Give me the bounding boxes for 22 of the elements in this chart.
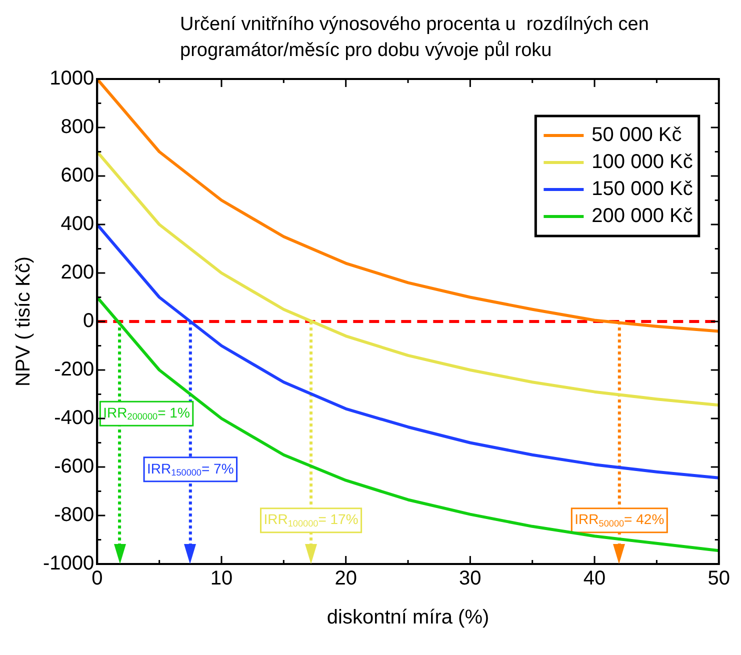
x-axis-title: diskontní míra (%) bbox=[326, 606, 490, 629]
y-tick-label: 0 bbox=[83, 310, 94, 332]
legend-label: 200 000 Kč bbox=[592, 205, 693, 228]
y-tick-label: 800 bbox=[60, 116, 94, 138]
y-tick-label: -200 bbox=[54, 358, 94, 381]
x-tick-label: 30 bbox=[459, 568, 482, 590]
y-tick-label: -400 bbox=[54, 407, 94, 430]
x-tick-label: 50 bbox=[708, 568, 730, 590]
y-tick-label: 600 bbox=[60, 164, 94, 187]
y-tick-label: 200 bbox=[60, 262, 94, 284]
y-tick-label: -600 bbox=[54, 456, 94, 478]
y-axis-title: NPV ( tisíc Kč) bbox=[12, 256, 35, 387]
legend-label: 100 000 Kč bbox=[592, 151, 693, 174]
x-tick-label: 20 bbox=[334, 568, 357, 590]
legend-label: 150 000 Kč bbox=[592, 178, 693, 200]
x-tick-label: 10 bbox=[210, 568, 233, 590]
y-tick-label: -800 bbox=[54, 504, 94, 526]
y-tick-label: 1000 bbox=[50, 68, 94, 90]
y-tick-label: 400 bbox=[60, 213, 94, 236]
x-tick-label: 40 bbox=[583, 568, 606, 590]
legend-label: 50 000 Kč bbox=[592, 124, 682, 146]
chart-title: Určení vnitřního výnosového procenta u rozdílných cen programátor/měsíc pro dobu vývoje půl roku bbox=[180, 13, 650, 63]
